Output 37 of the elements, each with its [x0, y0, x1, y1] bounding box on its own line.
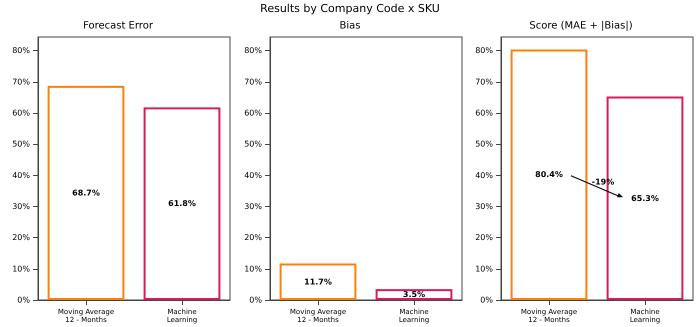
- y-tick-label: 10%: [244, 264, 262, 274]
- y-tick-label: 40%: [12, 170, 30, 180]
- y-tick-label: 0%: [17, 296, 30, 304]
- y-tick-label: 0%: [249, 296, 262, 304]
- y-tick-label: 80%: [475, 46, 494, 56]
- y-tick-label: 60%: [244, 108, 262, 118]
- y-tick-label: 30%: [475, 202, 494, 212]
- y-tick-label: 50%: [244, 140, 262, 149]
- y-tick-label: 30%: [244, 202, 262, 212]
- data-label: 11.7%: [304, 277, 332, 286]
- chart-title: Forecast Error: [83, 20, 154, 32]
- data-label: 68.7%: [72, 188, 100, 198]
- y-tick-label: 60%: [475, 108, 494, 118]
- y-tick-label: 80%: [244, 46, 262, 56]
- y-tick-label: 60%: [12, 108, 30, 118]
- y-tick-label: 80%: [12, 46, 30, 56]
- y-tick-label: 70%: [475, 77, 494, 86]
- y-tick-label: 40%: [244, 170, 262, 180]
- data-label: 65.3%: [631, 194, 659, 203]
- y-tick-label: 20%: [12, 233, 30, 242]
- y-tick-label: 50%: [475, 140, 494, 149]
- text: Results by Company Code x SKU: [259, 2, 441, 15]
- y-tick-label: 50%: [12, 140, 30, 149]
- chart-title: Score (MAE + |Bias|): [529, 20, 633, 32]
- data-label: 80.4%: [535, 170, 563, 180]
- y-tick-label: 40%: [475, 170, 494, 180]
- y-tick-label: 70%: [244, 77, 262, 86]
- chart-title: Bias: [340, 20, 360, 32]
- y-tick-label: 10%: [475, 264, 494, 274]
- y-tick-label: 20%: [475, 233, 494, 242]
- y-tick-label: 10%: [12, 264, 30, 274]
- y-tick-label: 30%: [12, 202, 30, 212]
- y-tick-label: 70%: [12, 77, 30, 86]
- y-tick-label: 0%: [480, 296, 494, 304]
- data-label: 61.8%: [168, 199, 196, 208]
- data-label: 3.5%: [402, 290, 426, 300]
- y-tick-label: 20%: [244, 233, 262, 242]
